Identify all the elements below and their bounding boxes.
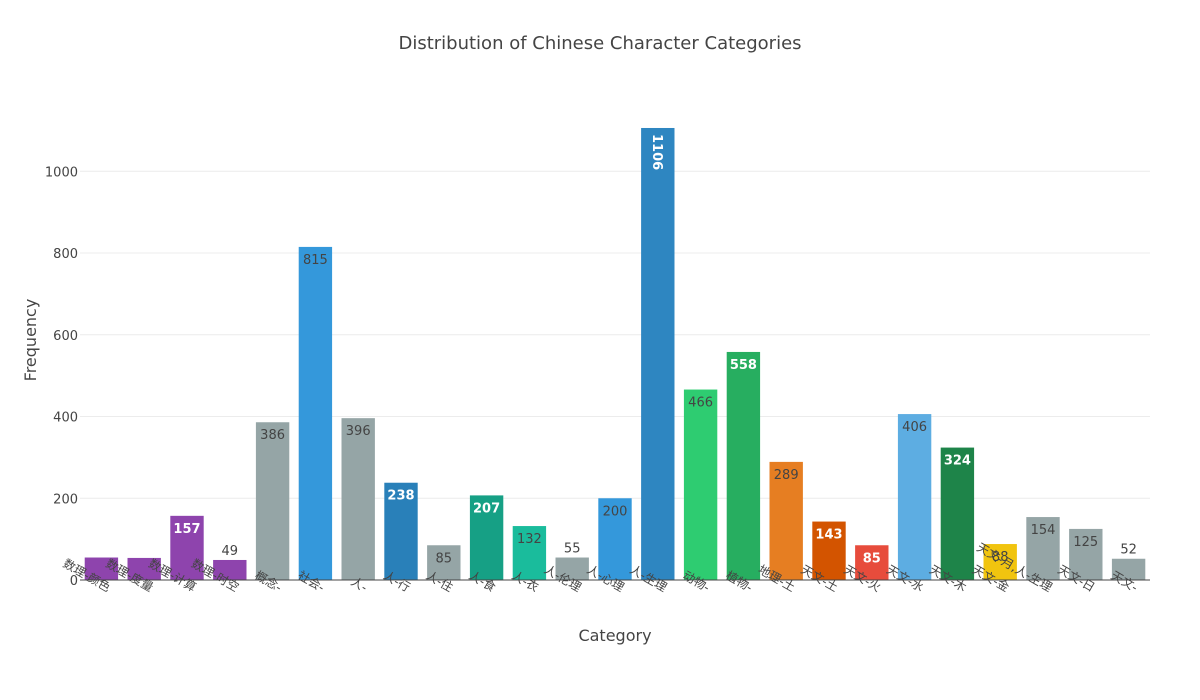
bar[interactable] xyxy=(213,559,247,580)
bar[interactable] xyxy=(170,515,204,580)
chart-title: Distribution of Chinese Character Catego… xyxy=(398,33,801,54)
bar[interactable] xyxy=(897,414,932,580)
bar[interactable] xyxy=(726,351,761,580)
data-label: 558 xyxy=(730,358,757,373)
bar[interactable] xyxy=(127,557,161,580)
y-tick-label: 0 xyxy=(70,574,78,589)
data-label: 85 xyxy=(436,551,453,566)
x-axis-title: Category xyxy=(578,626,651,645)
data-label: 406 xyxy=(902,420,927,435)
bar[interactable] xyxy=(1111,558,1146,580)
data-label: 815 xyxy=(303,253,328,268)
y-tick-label: 800 xyxy=(53,247,78,262)
bar[interactable] xyxy=(769,461,803,580)
data-label: 125 xyxy=(1073,535,1098,550)
data-label: 85 xyxy=(863,551,881,566)
data-label: 466 xyxy=(688,396,713,411)
bar[interactable] xyxy=(598,498,632,580)
bar[interactable] xyxy=(983,544,1017,580)
data-label: 1106 xyxy=(649,134,664,170)
data-label: 88 xyxy=(992,550,1009,565)
data-label: 49 xyxy=(222,544,239,559)
data-label: 52 xyxy=(1120,543,1137,558)
bar[interactable] xyxy=(812,521,846,580)
data-label: 238 xyxy=(387,489,414,504)
bar[interactable] xyxy=(84,557,119,580)
data-label: 55 xyxy=(92,542,110,557)
data-label: 200 xyxy=(603,504,628,519)
data-label: 207 xyxy=(473,501,500,516)
gridlines xyxy=(80,170,1150,499)
y-tick-label: 600 xyxy=(53,329,78,344)
bar[interactable] xyxy=(1026,517,1060,580)
data-label: 396 xyxy=(346,424,371,439)
bar[interactable] xyxy=(298,246,333,581)
data-label: 55 xyxy=(564,542,581,557)
data-label: 132 xyxy=(517,532,542,547)
bar[interactable] xyxy=(683,389,718,580)
y-axis-ticks: 0 200 400 600 800 1000 xyxy=(45,165,78,589)
bar[interactable] xyxy=(855,545,889,580)
bar[interactable] xyxy=(469,495,504,580)
y-tick-label: 200 xyxy=(53,492,78,507)
bar[interactable] xyxy=(641,127,675,580)
y-tick-label: 400 xyxy=(53,411,78,426)
bar[interactable] xyxy=(341,418,375,580)
bars xyxy=(84,127,1146,581)
data-label: 154 xyxy=(1031,523,1056,538)
bar[interactable] xyxy=(427,545,461,580)
data-label: 54 xyxy=(135,542,153,557)
data-labels: 55 54 157 49 386 815 396 238 85 207 132 55 200 1106 46… xyxy=(92,134,1137,566)
bar[interactable] xyxy=(555,557,589,580)
data-label: 143 xyxy=(815,528,842,543)
bar[interactable] xyxy=(1069,528,1103,580)
bar[interactable] xyxy=(384,482,418,580)
data-label: 386 xyxy=(260,428,285,443)
bar[interactable] xyxy=(512,526,547,580)
data-label: 157 xyxy=(173,522,200,537)
bar[interactable] xyxy=(940,447,975,580)
data-label: 324 xyxy=(944,454,971,469)
y-tick-label: 1000 xyxy=(45,165,78,180)
y-axis-title: Frequency xyxy=(21,299,40,382)
data-label: 289 xyxy=(774,468,799,483)
bar[interactable] xyxy=(255,422,290,580)
